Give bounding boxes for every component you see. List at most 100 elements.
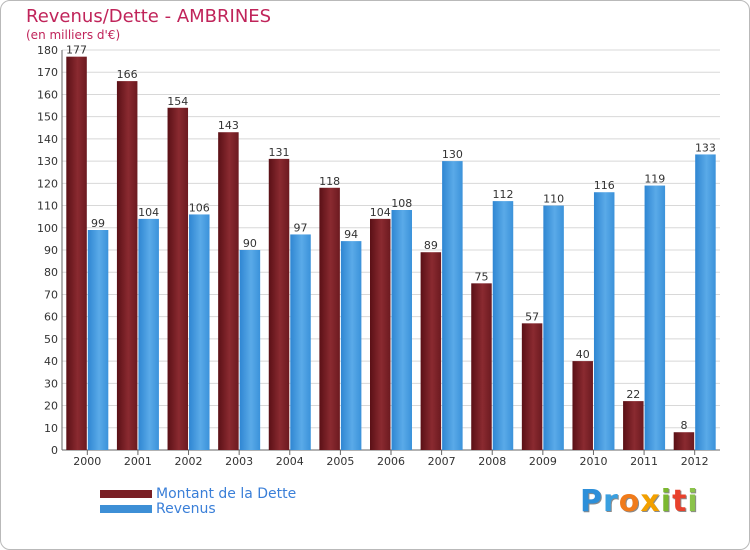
legend-swatch-revenue <box>100 504 152 513</box>
y-tick-label: 160 <box>37 88 58 101</box>
data-label-debt: 89 <box>424 239 438 252</box>
chart-title: Revenus/Dette - AMBRINES <box>26 6 272 27</box>
y-tick-label: 50 <box>44 333 58 346</box>
x-tick-label: 2007 <box>428 455 456 468</box>
y-tick-label: 100 <box>37 222 58 235</box>
data-label-revenue: 116 <box>594 179 615 192</box>
bar-revenue <box>290 234 311 450</box>
data-label-revenue: 112 <box>492 188 513 201</box>
bar-revenue <box>442 161 463 450</box>
bar-revenue <box>87 230 109 450</box>
y-tick-label: 0 <box>51 444 58 457</box>
legend-swatch-debt <box>100 489 152 498</box>
y-tick-label: 30 <box>44 377 58 390</box>
x-tick-label: 2005 <box>326 455 354 468</box>
bar-revenue <box>543 205 564 450</box>
x-tick-label: 2008 <box>478 455 506 468</box>
data-label-revenue: 99 <box>91 217 105 230</box>
x-tick-label: 2011 <box>630 455 658 468</box>
bar-revenue <box>593 192 615 450</box>
y-tick-label: 20 <box>44 400 58 413</box>
legend-item-debt: Montant de la Dette <box>100 485 297 502</box>
bar-debt <box>673 432 695 450</box>
data-label-debt: 22 <box>626 388 640 401</box>
chart-subtitle: (en milliers d'€) <box>26 28 121 42</box>
proxiti-logo: Proxiti <box>580 484 699 519</box>
data-label-debt: 57 <box>525 310 539 323</box>
bar-debt <box>66 56 87 451</box>
bar-debt <box>521 323 543 450</box>
data-label-debt: 143 <box>218 119 239 132</box>
x-tick-label: 2003 <box>225 455 253 468</box>
data-label-revenue: 97 <box>294 221 308 234</box>
data-label-debt: 131 <box>269 146 290 159</box>
logo-letter: x <box>640 484 661 519</box>
bar-revenue <box>695 154 716 450</box>
bar-debt <box>370 218 391 450</box>
x-tick-label: 2006 <box>377 455 405 468</box>
legend: Montant de la Dette Revenus <box>100 485 297 517</box>
x-tick-label: 2012 <box>681 455 709 468</box>
logo-letter: r <box>603 484 619 519</box>
data-label-debt: 177 <box>66 44 87 57</box>
data-label-revenue: 106 <box>189 201 210 214</box>
y-tick-label: 10 <box>44 422 58 435</box>
bar-debt <box>218 132 239 450</box>
data-label-debt: 154 <box>167 95 188 108</box>
data-label-revenue: 133 <box>695 141 716 154</box>
data-label-debt: 75 <box>474 270 488 283</box>
y-tick-label: 60 <box>44 311 58 324</box>
x-tick-label: 2009 <box>529 455 557 468</box>
legend-item-revenue: Revenus <box>100 500 296 517</box>
legend-label-revenue: Revenus <box>156 500 216 517</box>
bar-debt <box>572 361 593 450</box>
bar-debt <box>116 81 138 450</box>
y-tick-label: 170 <box>37 66 58 79</box>
y-tick-label: 40 <box>44 355 58 368</box>
y-tick-label: 110 <box>37 200 58 213</box>
bar-debt <box>623 401 644 450</box>
bar-revenue <box>644 185 666 451</box>
data-label-revenue: 130 <box>442 148 463 161</box>
logo-letter: P <box>580 484 603 519</box>
bar-debt <box>471 283 492 450</box>
logo-letter: o <box>618 484 641 519</box>
x-tick-label: 2000 <box>73 455 101 468</box>
data-label-revenue: 119 <box>644 173 665 186</box>
bar-debt <box>420 252 442 450</box>
data-label-debt: 8 <box>680 419 687 432</box>
y-tick-label: 90 <box>44 244 58 257</box>
data-label-debt: 118 <box>319 175 340 188</box>
bar-revenue <box>239 250 261 450</box>
y-tick-label: 130 <box>37 155 58 168</box>
logo-letter: i <box>687 484 699 519</box>
data-label-debt: 40 <box>576 348 590 361</box>
x-tick-label: 2001 <box>124 455 152 468</box>
logo-letter: t <box>672 484 688 519</box>
bar-debt <box>319 187 340 450</box>
data-label-revenue: 104 <box>138 206 159 219</box>
data-label-revenue: 90 <box>243 237 257 250</box>
logo-letter: i <box>660 484 673 519</box>
y-tick-label: 150 <box>37 111 58 124</box>
data-label-debt: 166 <box>117 68 138 81</box>
y-tick-label: 80 <box>44 266 58 279</box>
bar-revenue <box>391 210 412 450</box>
y-tick-label: 70 <box>44 288 58 301</box>
y-tick-label: 180 <box>37 44 58 57</box>
bar-revenue <box>138 218 159 450</box>
data-label-revenue: 110 <box>543 193 564 206</box>
y-tick-label: 140 <box>37 133 58 146</box>
y-tick-label: 120 <box>37 177 58 190</box>
bar-revenue <box>340 241 362 450</box>
x-tick-label: 2002 <box>175 455 203 468</box>
data-label-debt: 104 <box>370 206 391 219</box>
legend-label-debt: Montant de la Dette <box>156 485 297 502</box>
bar-debt <box>268 158 290 450</box>
x-tick-label: 2010 <box>579 455 607 468</box>
bar-revenue <box>492 201 514 450</box>
x-tick-label: 2004 <box>276 455 304 468</box>
bar-revenue <box>189 214 210 450</box>
data-label-revenue: 108 <box>391 197 412 210</box>
